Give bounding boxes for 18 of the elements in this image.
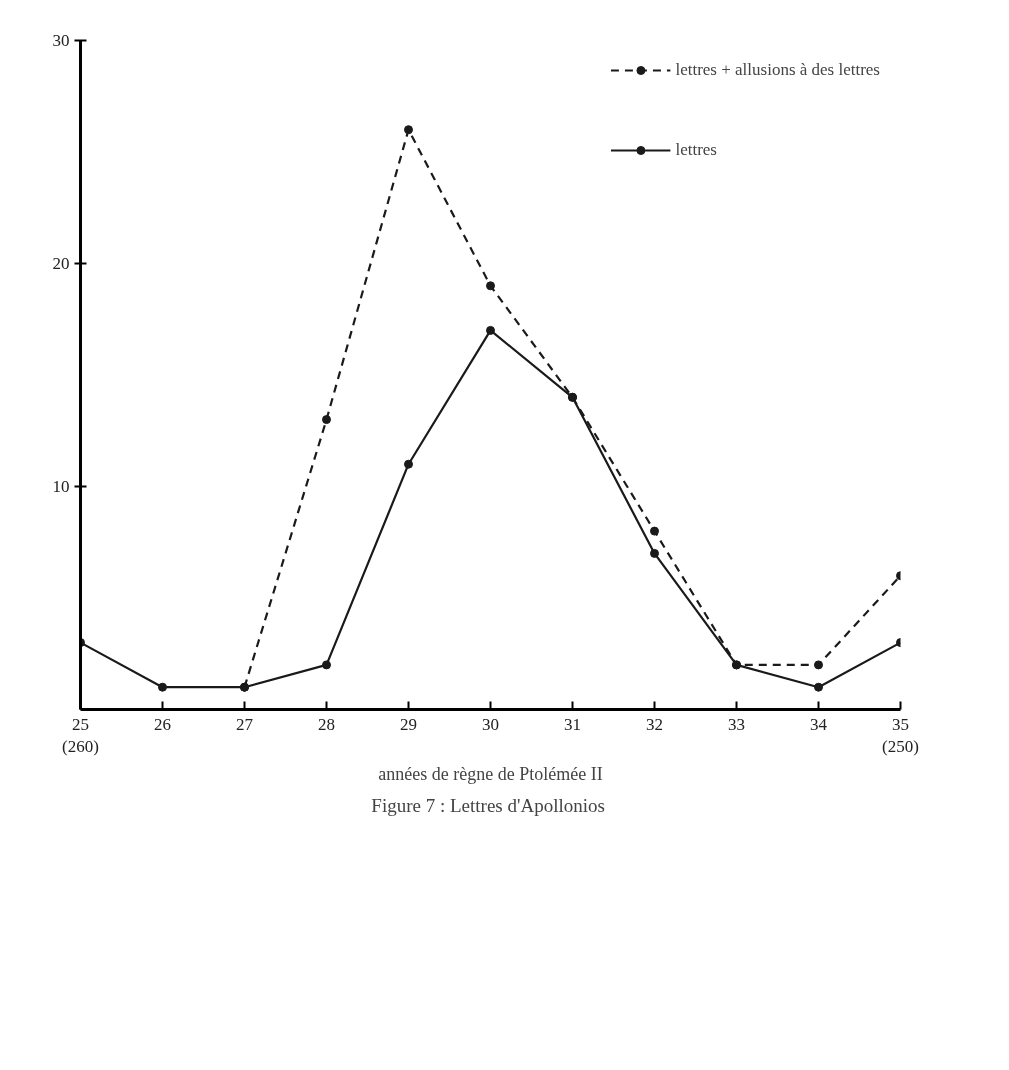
x-tick-label: 34 (810, 714, 828, 734)
x-tick-label: 33 (728, 714, 745, 734)
y-tick-label: 30 (52, 31, 70, 50)
x-tick-label: 30 (482, 714, 499, 734)
x-tick-label: 25 (260) (62, 714, 99, 757)
legend-label: lettres + allusions à des lettres (675, 60, 880, 80)
x-tick-label: 28 (318, 714, 335, 734)
x-tick-label: 26 (154, 714, 171, 734)
x-tick-label: 31 (564, 714, 581, 734)
x-tick-label: 32 (646, 714, 663, 734)
legend-label: lettres (675, 140, 717, 160)
y-tick-label: 10 (52, 477, 70, 496)
x-axis-title: années de règne de Ptolémée II (378, 764, 603, 785)
text: Figure 7 : Lettres d'Apollonios (371, 794, 605, 816)
x-tick-label: 29 (400, 714, 417, 734)
x-tick-label: 35 (250) (882, 714, 919, 757)
y-tick-label: 20 (52, 254, 70, 273)
x-tick-label: 27 (236, 714, 254, 734)
